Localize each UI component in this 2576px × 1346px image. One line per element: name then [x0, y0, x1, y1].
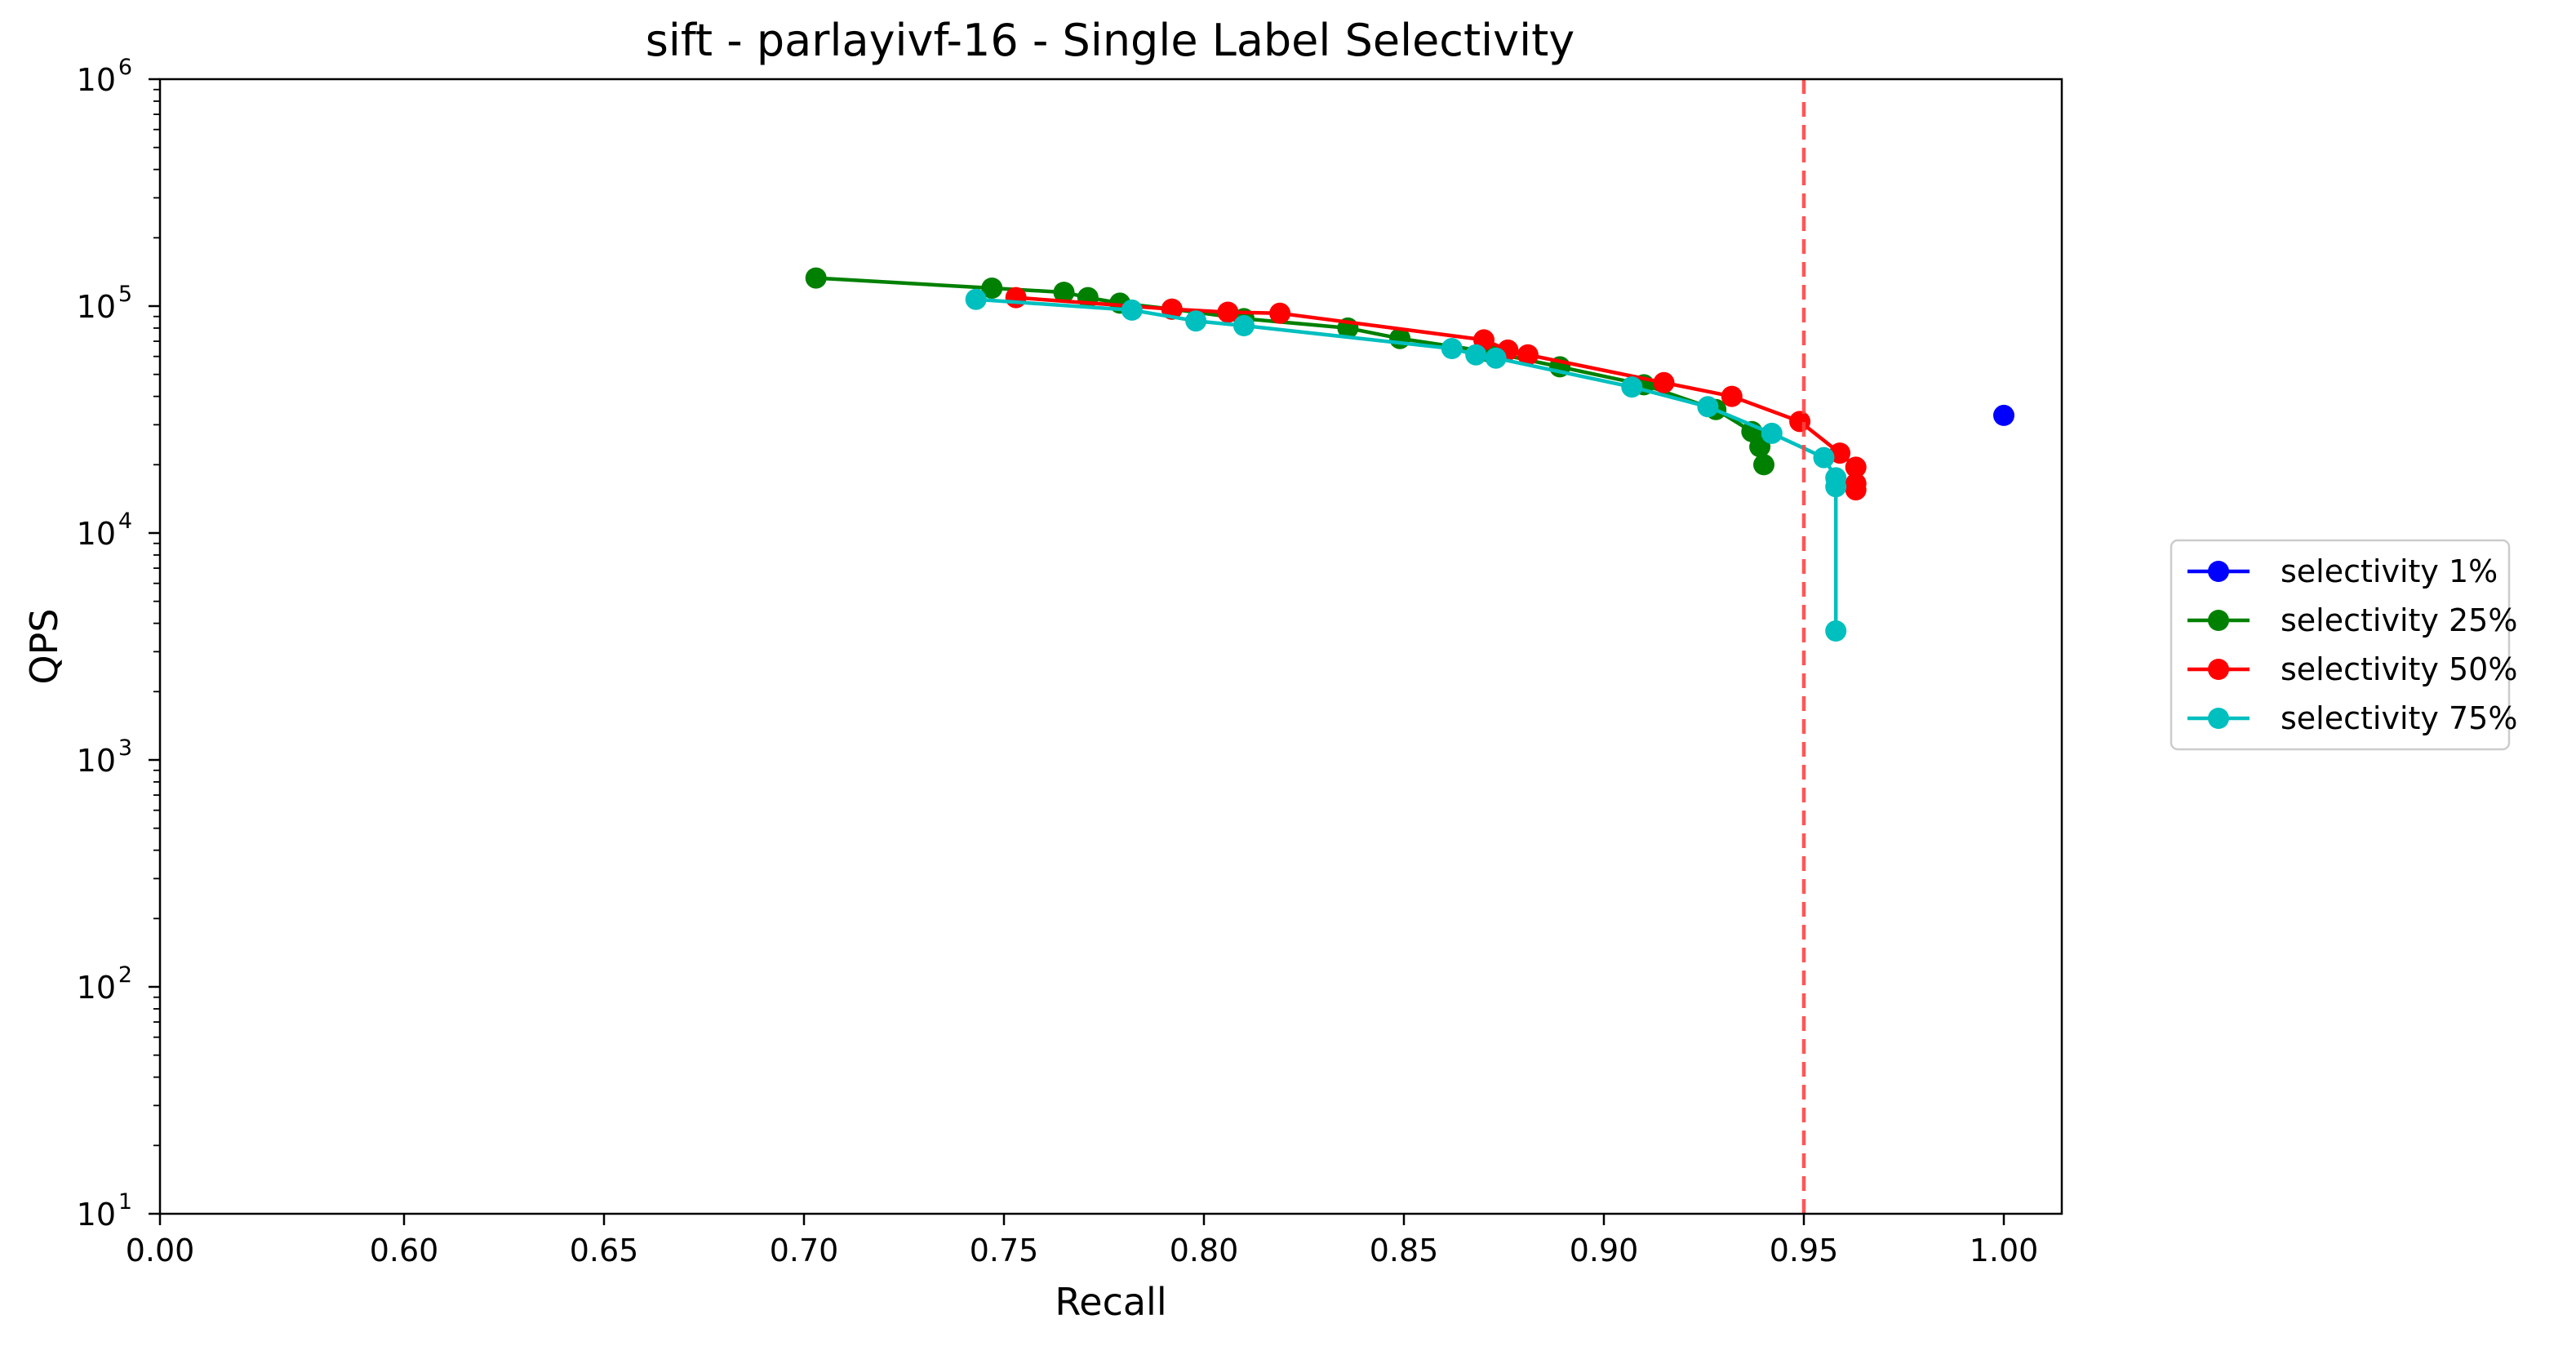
data-point [981, 278, 1003, 299]
data-point [1053, 282, 1075, 304]
legend-swatch-marker [2208, 610, 2229, 631]
x-tick-label: 0.60 [370, 1233, 439, 1268]
y-tick-exponent: 4 [118, 509, 132, 534]
data-point [1485, 347, 1507, 369]
y-tick-exponent: 3 [118, 735, 132, 761]
y-tick-label: 10 [77, 970, 116, 1006]
chart-title: sift - parlayivf-16 - Single Label Selec… [646, 15, 1575, 66]
y-axis-label: QPS [22, 608, 66, 684]
y-tick-label: 10 [77, 289, 116, 325]
data-point [1653, 371, 1675, 393]
legend-swatch-marker [2208, 659, 2229, 680]
x-tick-label: 0.65 [570, 1233, 639, 1268]
legend-swatch-marker [2208, 561, 2229, 582]
plot-area [805, 79, 2014, 1214]
data-point [1185, 310, 1207, 332]
data-point [1121, 299, 1143, 321]
x-tick-label: 0.70 [770, 1233, 839, 1268]
data-point [1813, 446, 1835, 469]
data-point [1721, 385, 1743, 407]
legend-label: selectivity 75% [2281, 700, 2517, 736]
data-point [1269, 302, 1291, 324]
y-tick-label: 10 [77, 1197, 116, 1233]
series-4 [965, 288, 1847, 642]
legend: selectivity 1% selectivity 25% selectivity… [2170, 539, 2517, 751]
data-point [1993, 404, 2014, 426]
x-tick-label: 1.00 [1970, 1233, 2039, 1268]
data-point [1233, 315, 1255, 336]
y-tick-exponent: 6 [118, 55, 132, 80]
legend-label: selectivity 25% [2281, 602, 2517, 638]
y-tick-exponent: 5 [118, 282, 132, 307]
legend-frame [2170, 539, 2511, 751]
data-point [1789, 411, 1811, 433]
data-point [1005, 287, 1027, 309]
data-point [1697, 396, 1719, 418]
legend-label: selectivity 50% [2281, 651, 2517, 687]
data-point [1753, 454, 1774, 476]
data-point [1845, 456, 1867, 478]
x-tick-label: 0.00 [126, 1233, 195, 1268]
x-tick-label: 0.75 [970, 1233, 1039, 1268]
series-line [815, 276, 1766, 465]
x-tick-label: 0.85 [1370, 1233, 1439, 1268]
series-1 [1993, 404, 2014, 426]
y-tick-exponent: 2 [118, 962, 132, 988]
legend-label: selectivity 1% [2281, 553, 2498, 589]
data-point [1621, 376, 1643, 398]
data-point [1829, 442, 1851, 464]
data-point [1825, 476, 1847, 498]
y-tick-label: 10 [77, 516, 116, 552]
plot-frame [158, 78, 2063, 1215]
y-tick-label: 10 [77, 62, 116, 98]
data-point [1465, 344, 1487, 366]
x-tick-label: 0.95 [1770, 1233, 1839, 1268]
data-point [1761, 422, 1783, 444]
data-point [1825, 620, 1847, 642]
series-3 [1005, 287, 1867, 501]
data-point [965, 288, 987, 310]
data-point [1517, 344, 1539, 366]
data-point [805, 267, 827, 289]
y-tick-label: 10 [77, 743, 116, 779]
data-point [1845, 479, 1867, 501]
x-tick-label: 0.90 [1570, 1233, 1639, 1268]
legend-swatch-marker [2208, 708, 2229, 729]
data-point [1441, 338, 1463, 359]
data-point [1217, 301, 1239, 323]
x-axis-ticks: 0.00 0.60 0.65 0.70 0.75 0.80 0.85 0.90 0.95 1.00 [126, 1214, 2039, 1268]
x-axis-label: Recall [1055, 1280, 1166, 1324]
x-tick-label: 0.80 [1170, 1233, 1239, 1268]
y-tick-exponent: 1 [118, 1189, 132, 1215]
